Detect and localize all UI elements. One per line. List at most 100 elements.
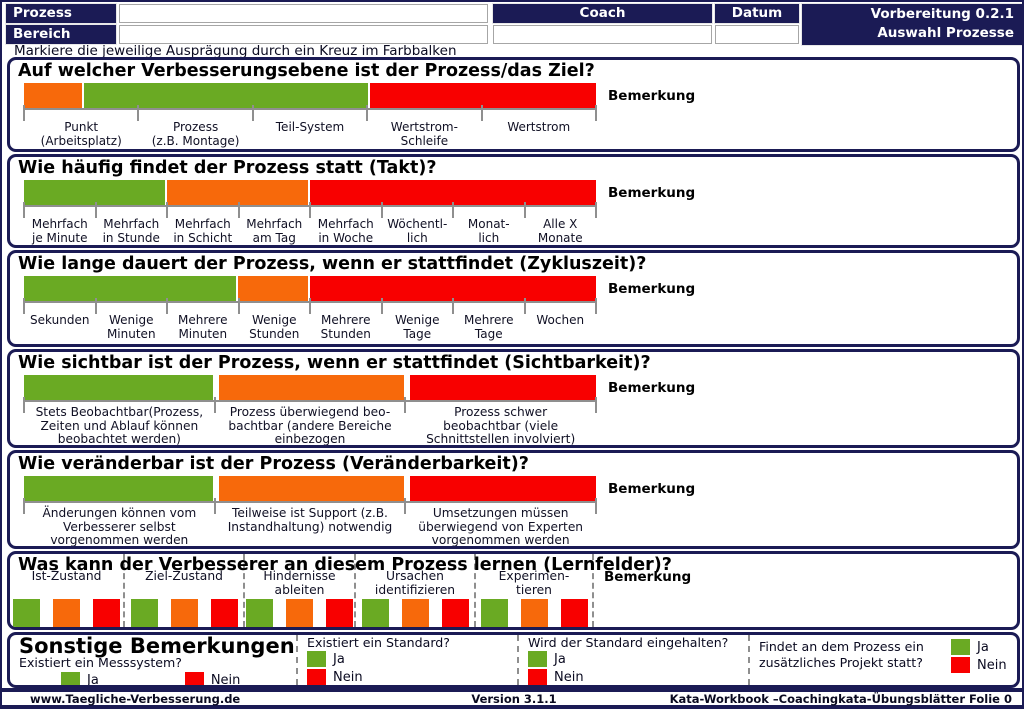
scale-baseline [24,400,596,402]
question-text: Findet an dem Prozess ein zusätzliches P… [759,639,924,670]
checkbox-ja[interactable] [61,672,80,685]
option-label: Ja [87,672,99,688]
bar-segment-orange[interactable] [24,83,82,108]
option-nein: Nein [184,672,240,685]
checkbox-nein[interactable] [307,669,326,685]
scale-tick [251,105,254,121]
scale-label: Wertstrom- Schleife [390,120,458,148]
option-ja: Ja [61,672,99,688]
scale-tick [452,202,454,218]
rating-square-orange[interactable] [170,599,198,627]
bar-segment-green[interactable] [24,180,165,205]
checkbox-nein[interactable] [951,657,970,673]
footer-version: Version 3.1.1 [471,692,557,706]
document-title-line1: Vorbereitung 0.2.1 [870,6,1014,22]
rating-square-orange[interactable] [286,599,313,627]
bar-segment-red[interactable] [410,476,596,501]
bemerkung-label: Bemerkung [608,185,696,201]
sonstige-bemerkungen-title: Sonstige Bemerkungen [19,634,295,658]
rating-squares [361,599,469,627]
scale-tick [595,202,597,218]
scale-label: Mehrfach am Tag [246,217,303,245]
scale-labels: Punkt (Arbeitsplatz) Prozess (z.B. Montag… [24,120,596,148]
bar-segment-red[interactable] [310,276,596,301]
learning-column-label: Hindernisse ableiten [263,569,336,598]
option-nein: Nein [951,657,1007,673]
bemerkung-label: Bemerkung [608,88,696,104]
bottom-cell: Wird der Standard eingehalten? Ja Nein [519,635,750,685]
rating-square-orange[interactable] [53,599,80,627]
bar-segment-red[interactable] [410,375,596,400]
sections-container: Auf welcher Verbesserungsebene ist der P… [7,57,1020,630]
bar-segment-green[interactable] [24,276,236,301]
rating-square-red[interactable] [560,599,588,627]
checkbox-ja[interactable] [307,651,326,667]
section-title: Wie sichtbar ist der Prozess, wenn er st… [18,353,651,373]
coach-input[interactable] [493,25,712,44]
rating-squares [130,599,238,627]
bar-segment-orange[interactable] [219,375,404,400]
color-bar [24,476,596,501]
section-ebene: Auf welcher Verbesserungsebene ist der P… [7,57,1020,152]
scale-tick [523,202,526,218]
option-label: Ja [333,651,345,667]
rating-square-red[interactable] [93,599,120,627]
rating-square-green[interactable] [13,599,40,627]
scale-tick [94,298,97,314]
scale-label: Umsetzungen müssen überwiegend von Exper… [418,506,584,548]
bar-segment-red[interactable] [310,180,596,205]
scale-tick [404,498,407,514]
scale-ticks [23,202,597,218]
scale-label: Mehrere Tage [464,313,514,341]
checkbox-nein[interactable] [184,672,204,685]
section-veraenderbarkeit: Wie veränderbar ist der Prozess (Verände… [7,450,1020,549]
scale-tick [523,298,526,314]
scale-label: Mehrfach je Minute [31,217,88,245]
rating-square-red[interactable] [441,599,469,627]
options: Ja Nein [951,639,1007,685]
bereich-input[interactable] [119,25,488,44]
option-nein: Nein [528,669,744,685]
rating-squares [246,599,353,627]
scale-tick [595,498,597,514]
scale-tick [380,298,383,314]
bar-segment-orange[interactable] [219,476,404,501]
question-text: Wird der Standard eingehalten? [528,635,729,650]
scale-tick [23,298,25,314]
bar-segment-green[interactable] [84,83,368,108]
bar-segment-red[interactable] [370,83,596,108]
rating-square-orange[interactable] [520,599,548,627]
bottom-cell: Findet an dem Prozess ein zusätzliches P… [750,635,1017,685]
checkbox-ja[interactable] [528,651,547,667]
rating-square-green[interactable] [246,599,273,627]
checkbox-nein[interactable] [528,669,547,685]
rating-square-green[interactable] [130,599,158,627]
options: Ja Nein [307,651,513,685]
scale-tick [213,397,216,413]
rating-square-red[interactable] [326,599,353,627]
rating-square-red[interactable] [210,599,238,627]
scale-labels: Änderungen können vom Verbesserer selbst… [24,506,596,548]
prozess-input[interactable] [119,4,488,23]
bar-row: Sekunden Wenige Minuten Mehrere Minuten Wen… [23,276,1017,341]
learning-column-label: Experimen- tieren [498,569,570,598]
rating-squares [13,599,120,627]
scale-label: Mehrere Stunden [320,313,371,341]
options: Ja Nein [61,672,292,688]
bar-segment-green[interactable] [24,375,213,400]
rating-square-orange[interactable] [401,599,429,627]
rating-square-green[interactable] [480,599,508,627]
scale-track: Stets Beobachtbar(Prozess, Zeiten und Ab… [23,375,597,445]
scale-tick [380,202,383,218]
scale-tick [213,498,216,514]
scale-label: Teilweise ist Support (z.B. Instandhaltu… [227,506,393,534]
datum-input[interactable] [715,25,799,44]
bar-segment-green[interactable] [24,476,213,501]
bar-segment-orange[interactable] [238,276,308,301]
scale-label: Wochen [536,313,585,327]
bar-segment-orange[interactable] [167,180,308,205]
checkbox-ja[interactable] [951,639,970,655]
rating-square-green[interactable] [361,599,389,627]
scale-label: Änderungen können vom Verbesserer selbst… [42,506,197,548]
scale-ticks [23,397,597,413]
